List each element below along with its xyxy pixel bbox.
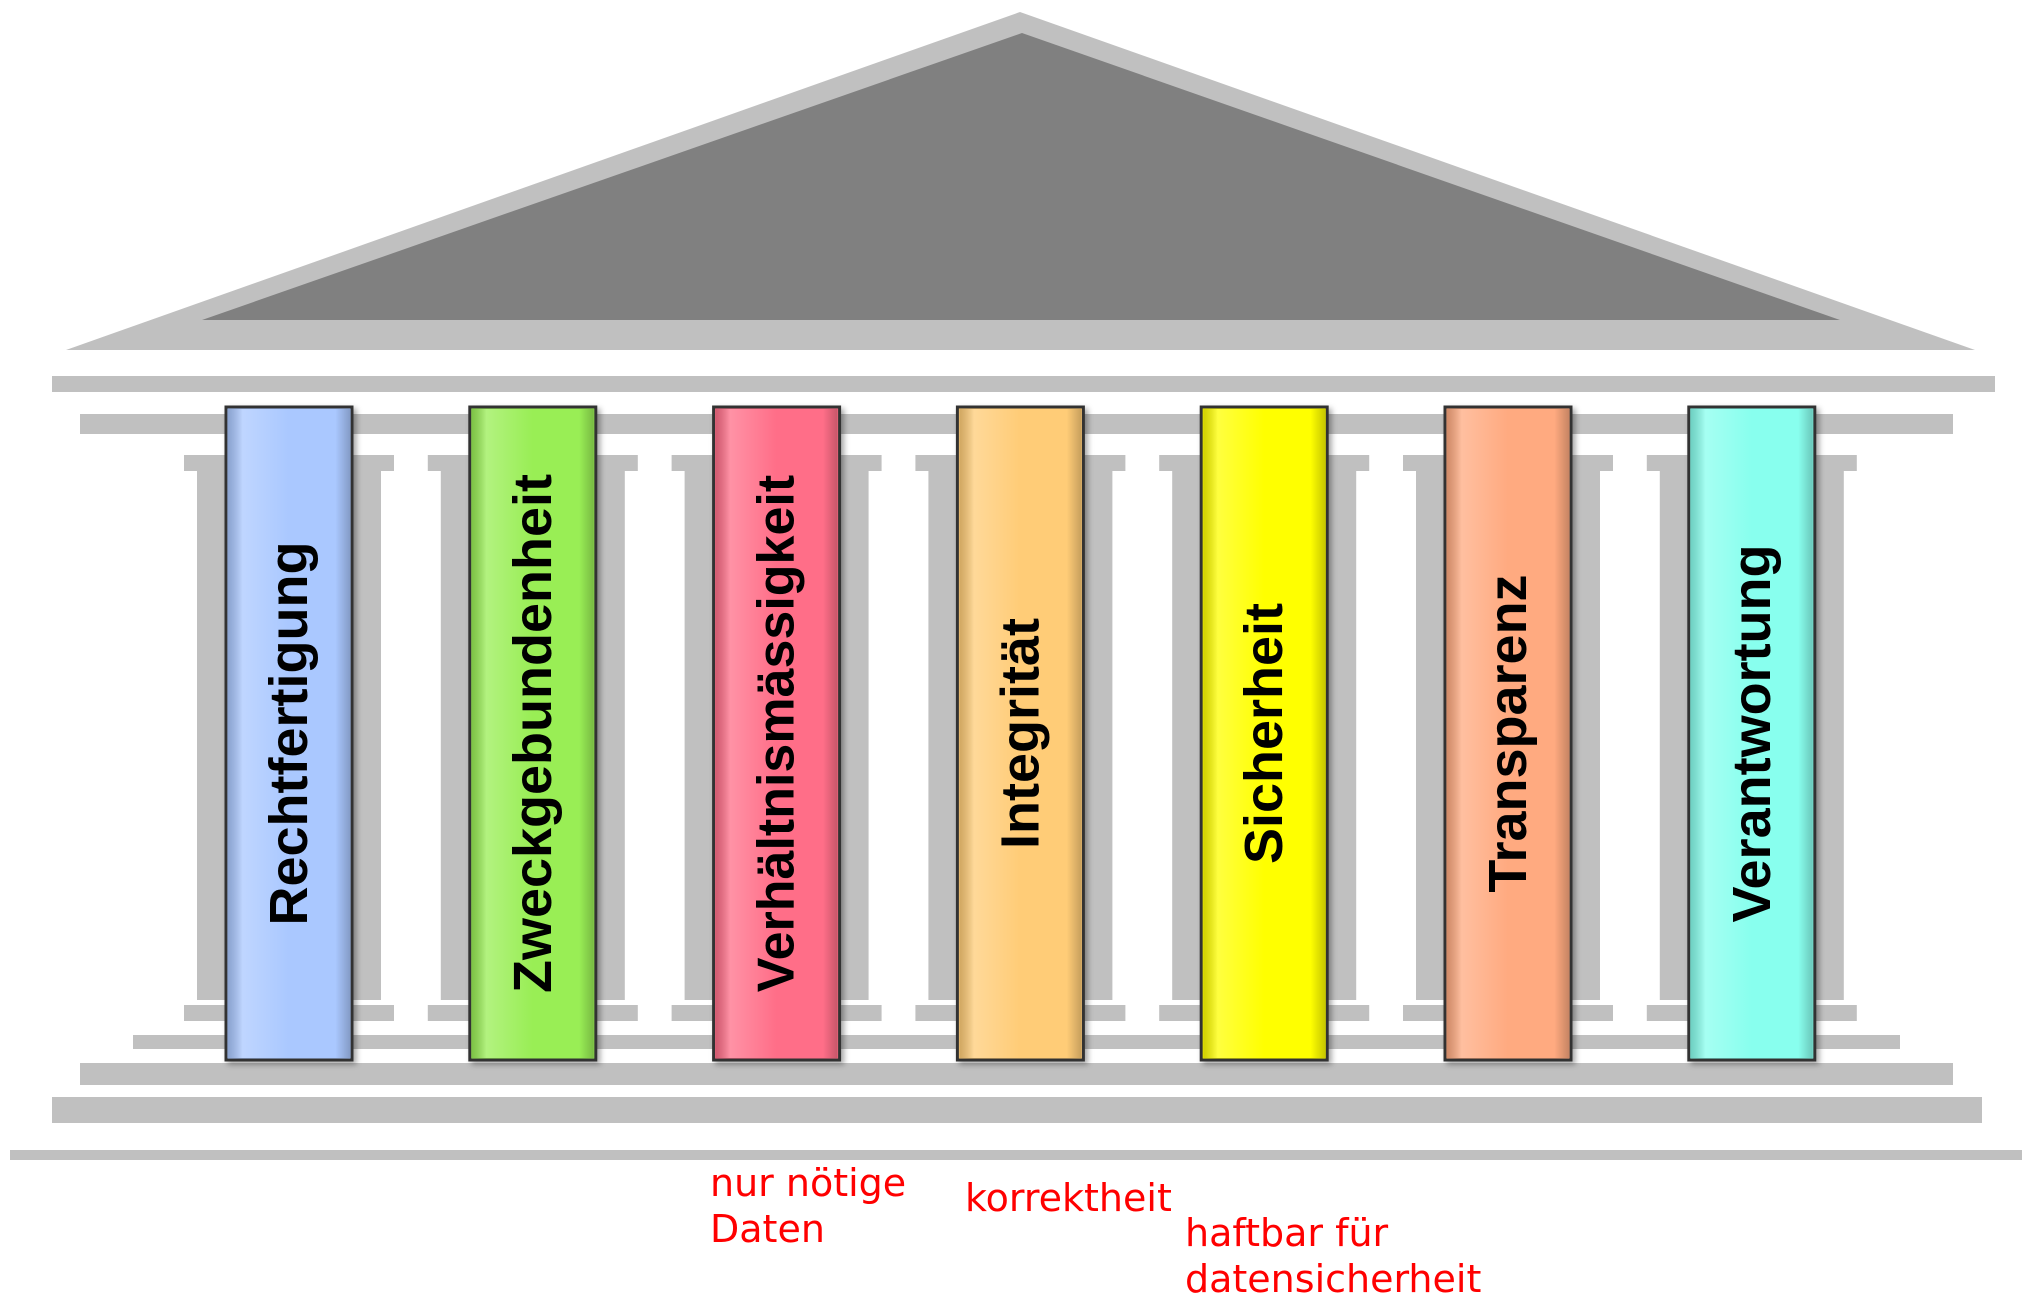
pillar-label: Zweckgebundenheit [503, 474, 563, 993]
pillar-sheen [228, 409, 350, 1058]
pillar: Zweckgebundenheit [468, 405, 598, 1062]
pillar-sheen [1203, 409, 1326, 1058]
pillar-sheen [1690, 409, 1813, 1058]
pillar-sheen [1447, 409, 1569, 1058]
pillar: Sicherheit [1199, 405, 1329, 1062]
pillar-label: Sicherheit [1234, 603, 1294, 864]
roof-inner [202, 33, 1840, 320]
pillar-sheen [959, 409, 1082, 1058]
beam-bottom-3 [52, 1097, 1982, 1123]
annotation-korrektheit: korrektheit [965, 1176, 1172, 1220]
pillar-label: Integrität [990, 618, 1050, 849]
pillar-label: Verantwortung [1722, 544, 1782, 922]
pillar: Verantwortung [1687, 405, 1817, 1062]
beam-bottom-2 [80, 1063, 1953, 1085]
annotation-haftbar: haftbar für datensicherheit [1185, 1211, 1482, 1301]
pillar: Integrität [955, 405, 1085, 1062]
beam-top-1 [52, 376, 1995, 392]
pillar-sheen [715, 409, 838, 1058]
pillar-label: Transparenz [1478, 574, 1538, 892]
pillar: Rechtfertigung [224, 405, 354, 1062]
pillar: Transparenz [1443, 405, 1573, 1062]
annotation-nur-noetige-daten: nur nötige Daten [710, 1161, 907, 1251]
pillar-label: Verhältnismässigkeit [748, 475, 806, 992]
pillar: Verhältnismässigkeit [712, 405, 842, 1062]
pillar-label: Rechtfertigung [259, 542, 319, 926]
pillars: Rechtfertigung Zweckgebundenheit Verhältni… [224, 405, 1817, 1062]
ground-line [10, 1150, 2022, 1160]
pillar-sheen [471, 409, 594, 1058]
